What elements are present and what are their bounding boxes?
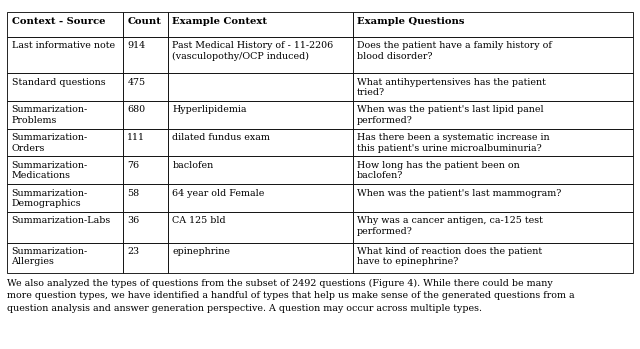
Text: 475: 475 [127,77,145,87]
Bar [123,37,168,73]
Bar [168,156,353,184]
Bar [168,73,353,101]
Bar [123,129,168,156]
Text: Summarization-
Problems: Summarization- Problems [12,105,88,125]
Text: epinephrine: epinephrine [172,247,230,256]
Bar [7,156,123,184]
Text: Example Context: Example Context [172,16,268,25]
Bar [353,212,633,243]
Text: 680: 680 [127,105,145,114]
Bar [353,73,633,101]
Text: question analysis and answer generation perspective. A question may occur across: question analysis and answer generation … [7,304,482,313]
Bar [7,243,123,273]
Bar [168,129,353,156]
Bar [168,101,353,129]
Text: Does the patient have a family history of
blood disorder?: Does the patient have a family history o… [357,42,552,61]
Text: dilated fundus exam: dilated fundus exam [172,133,270,142]
Text: Why was a cancer antigen, ca-125 test
performed?: Why was a cancer antigen, ca-125 test pe… [357,216,543,236]
Text: Past Medical History of - 11-2206
(vasculopothy/OCP induced): Past Medical History of - 11-2206 (vascu… [172,42,333,61]
Text: Standard questions: Standard questions [12,77,105,87]
Bar [123,101,168,129]
Bar [123,156,168,184]
Bar [7,12,123,37]
Text: 111: 111 [127,133,145,142]
Text: How long has the patient been on
baclofen?: How long has the patient been on baclofe… [357,161,520,180]
Text: more question types, we have identified a handful of types that help us make sen: more question types, we have identified … [7,291,575,300]
Text: Context - Source: Context - Source [12,16,105,25]
Bar [7,101,123,129]
Bar [168,243,353,273]
Text: What kind of reaction does the patient
have to epinephrine?: What kind of reaction does the patient h… [357,247,542,266]
Text: Last informative note: Last informative note [12,42,115,51]
Text: 36: 36 [127,216,140,225]
Bar [7,129,123,156]
Bar [123,184,168,212]
Text: Count: Count [127,16,161,25]
Bar [353,12,633,37]
Bar [123,73,168,101]
Bar [123,12,168,37]
Bar [7,37,123,73]
Text: 76: 76 [127,161,140,170]
Text: Summarization-
Allergies: Summarization- Allergies [12,247,88,266]
Bar [353,184,633,212]
Text: 914: 914 [127,42,145,51]
Bar [168,212,353,243]
Text: We also analyzed the types of questions from the subset of 2492 questions (Figur: We also analyzed the types of questions … [7,279,553,288]
Text: 58: 58 [127,189,140,198]
Text: Summarization-
Demographics: Summarization- Demographics [12,189,88,208]
Text: What antihypertensives has the patient
tried?: What antihypertensives has the patient t… [357,77,546,97]
Bar [353,243,633,273]
Text: 64 year old Female: 64 year old Female [172,189,265,198]
Text: Has there been a systematic increase in
this patient's urine microalbuminuria?: Has there been a systematic increase in … [357,133,550,153]
Bar [123,212,168,243]
Text: baclofen: baclofen [172,161,214,170]
Text: Summarization-
Orders: Summarization- Orders [12,133,88,153]
Bar [7,184,123,212]
Bar [123,243,168,273]
Bar [168,12,353,37]
Text: Summarization-Labs: Summarization-Labs [12,216,111,225]
Bar [7,73,123,101]
Text: Example Questions: Example Questions [357,16,465,25]
Text: 23: 23 [127,247,140,256]
Bar [7,212,123,243]
Bar [353,101,633,129]
Text: Summarization-
Medications: Summarization- Medications [12,161,88,180]
Text: CA 125 bld: CA 125 bld [172,216,226,225]
Text: When was the patient's last mammogram?: When was the patient's last mammogram? [357,189,561,198]
Bar [353,156,633,184]
Bar [353,37,633,73]
Bar [168,37,353,73]
Text: Hyperlipidemia: Hyperlipidemia [172,105,247,114]
Bar [168,184,353,212]
Text: When was the patient's last lipid panel
performed?: When was the patient's last lipid panel … [357,105,543,125]
Bar [353,129,633,156]
